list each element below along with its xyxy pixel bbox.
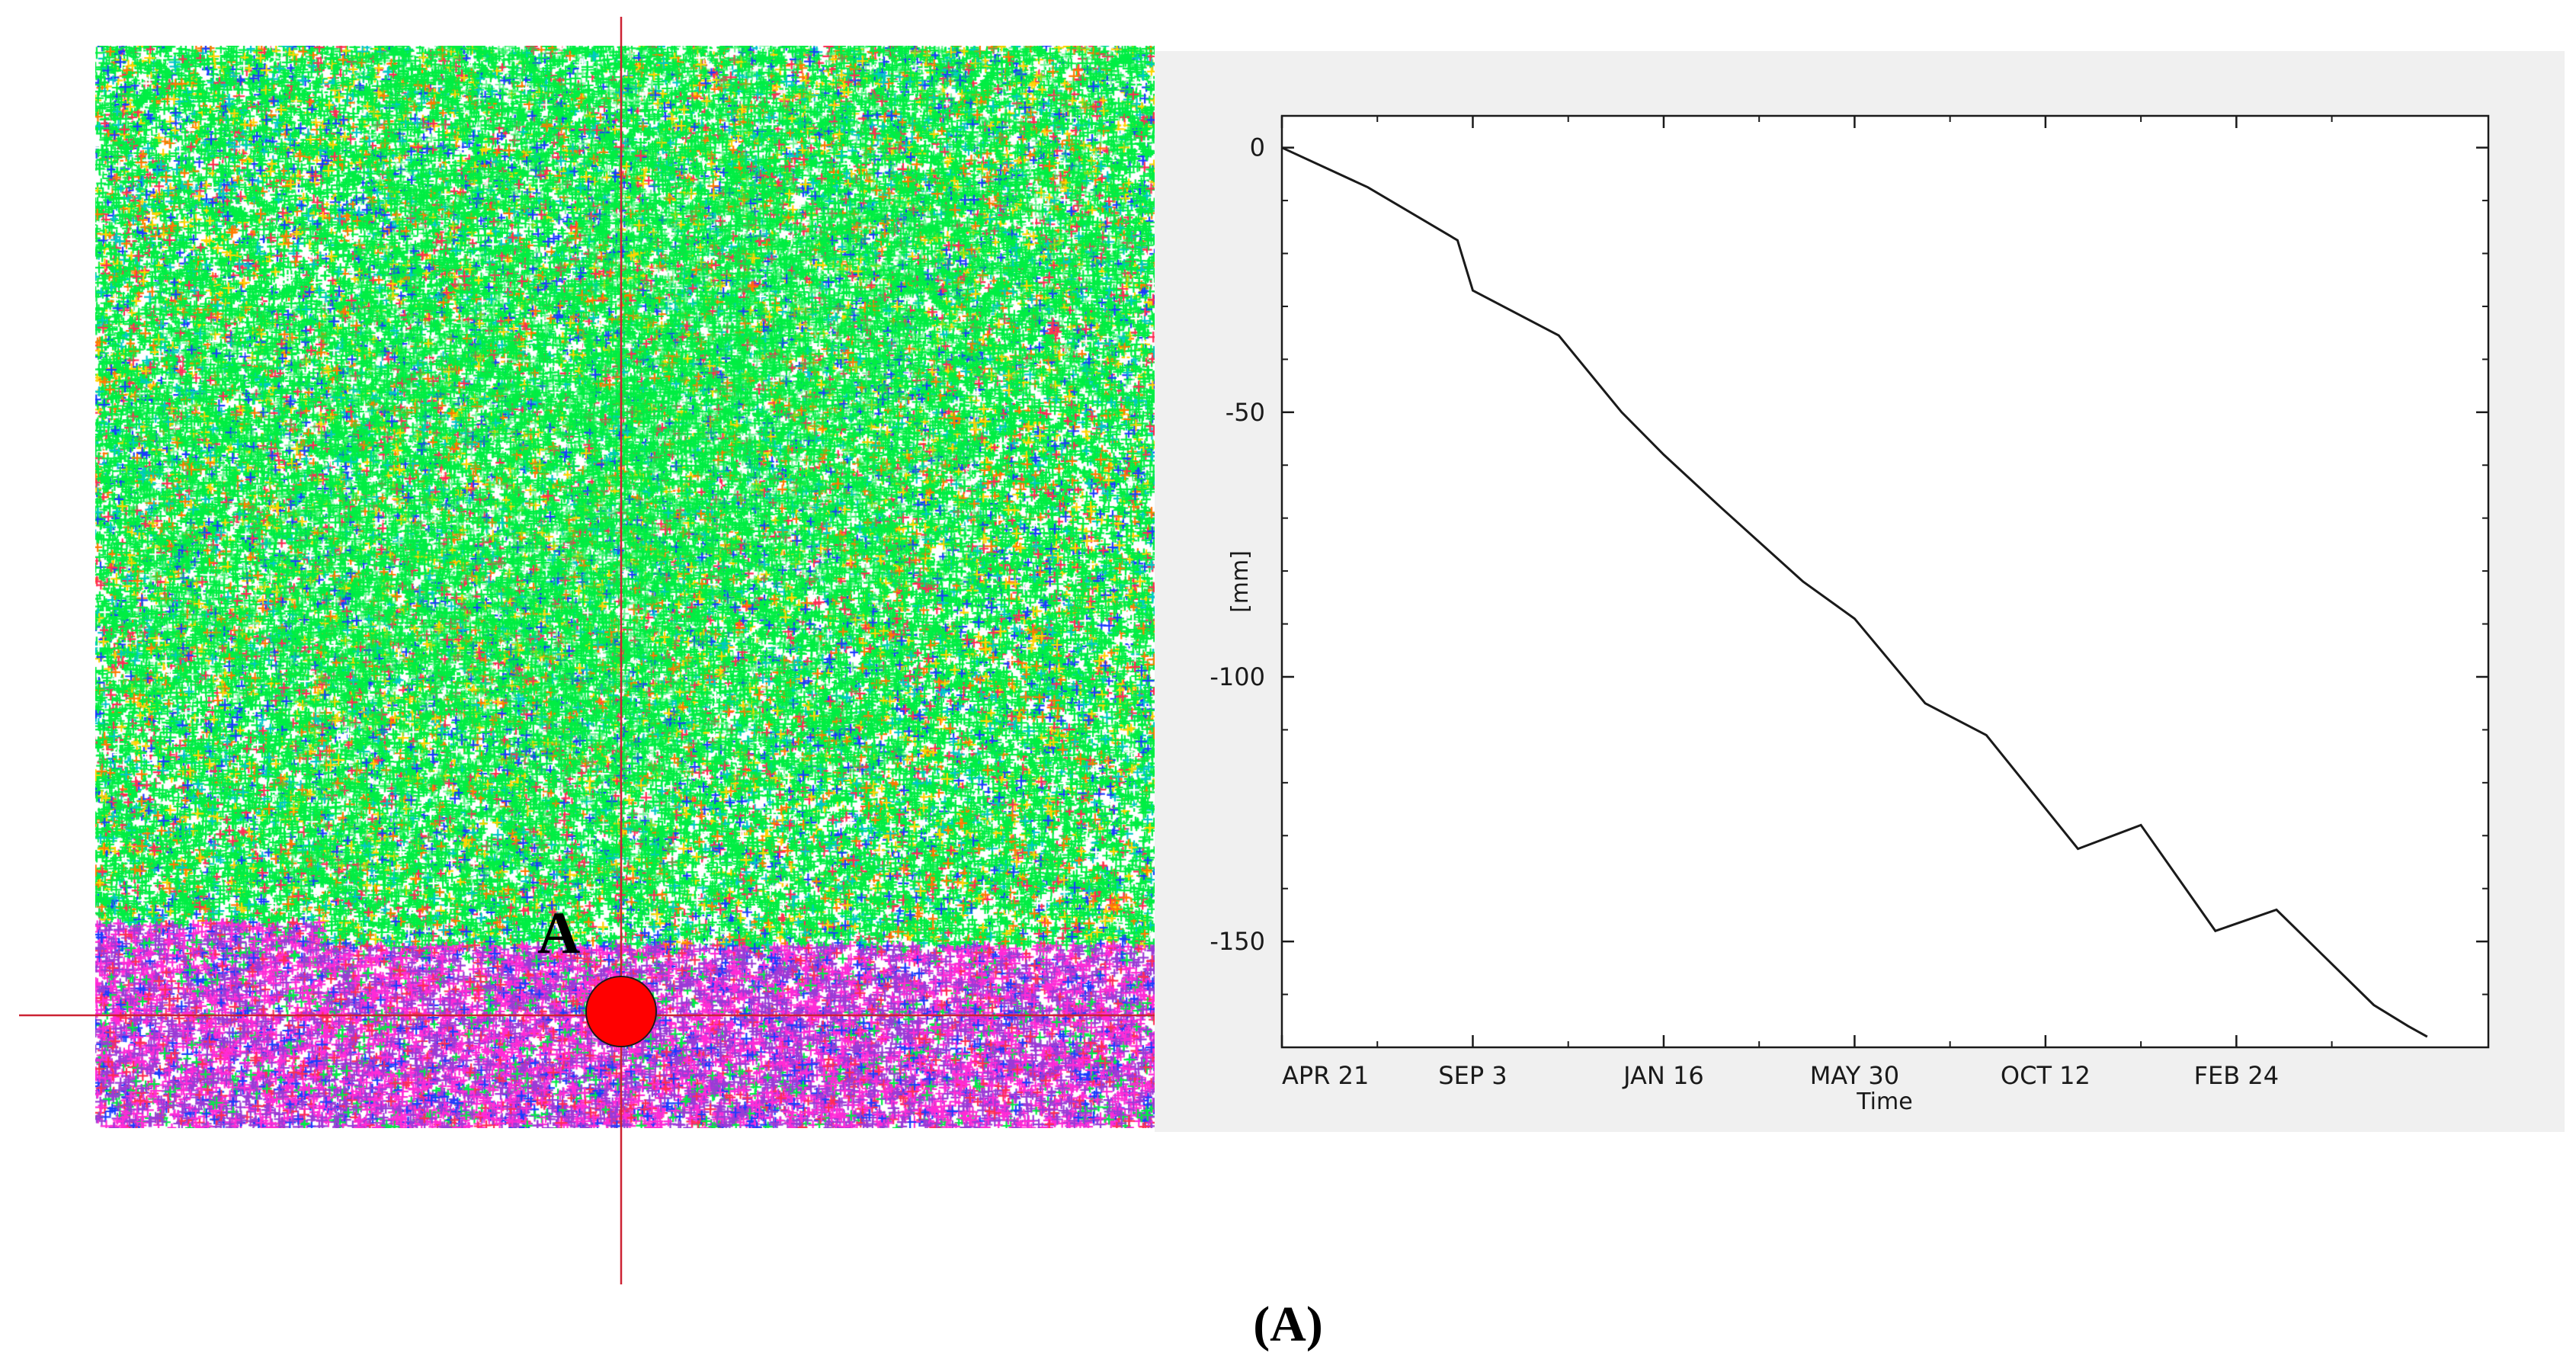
scatter-point-cloud (95, 46, 1155, 1128)
plot-area-frame (1280, 114, 2490, 1049)
selected-point-marker[interactable] (585, 976, 657, 1047)
y-tick-label: -100 (1210, 662, 1265, 691)
displacement-line-chart: 0 -50 -100 -150 APR 21 SEP 3 JAN 16 MAY 30 OCT … (1210, 114, 2490, 1115)
y-tick-label: 0 (1250, 133, 1265, 162)
y-tick-label: -50 (1226, 398, 1265, 427)
x-axis-title: Time (1856, 1088, 1912, 1115)
point-label: A (537, 899, 581, 966)
time-series-chart-panel: 0 -50 -100 -150 APR 21 SEP 3 JAN 16 MAY 30 OCT … (1155, 51, 2565, 1132)
series-line-displacement (1281, 146, 2428, 1038)
x-tick-label: APR 21 (1282, 1061, 1369, 1090)
figure-caption: (A) (1253, 1297, 1323, 1352)
x-tick-label: FEB 24 (2194, 1061, 2279, 1090)
x-tick-label: MAY 30 (1810, 1061, 1899, 1090)
x-tick-label: JAN 16 (1622, 1061, 1704, 1090)
x-tick-label: OCT 12 (2001, 1061, 2091, 1090)
x-tick-label: SEP 3 (1438, 1061, 1507, 1090)
ps-point-scatter-map (95, 46, 1155, 1128)
y-axis-title: [mm] (1227, 550, 1254, 613)
y-tick-label: -150 (1210, 927, 1265, 956)
x-axis: APR 21 SEP 3 JAN 16 MAY 30 OCT 12 FEB 24 (1280, 116, 2333, 1090)
